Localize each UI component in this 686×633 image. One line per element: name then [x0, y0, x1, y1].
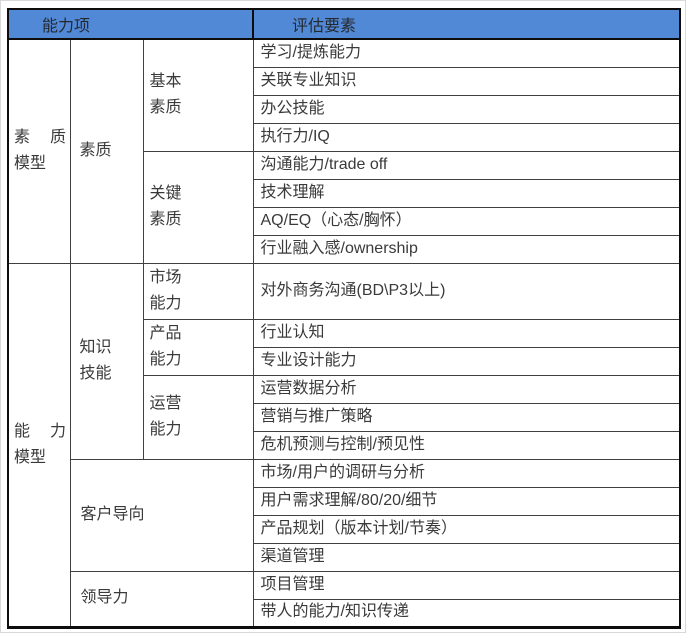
cell-line: 产品	[149, 325, 182, 342]
factor-cell: 执行力/IQ	[252, 122, 681, 152]
factor-cell: 关联专业知识	[252, 66, 681, 96]
factor-cell: 行业融入感/ownership	[252, 234, 681, 264]
factor-cell: 技术理解	[252, 178, 681, 208]
cell-basic-quality: 基本 素质	[142, 38, 254, 152]
cell-line: 运营	[149, 395, 182, 412]
cell-product-ability: 产品 能力	[142, 318, 254, 376]
table-row: 关键 素质 沟通能力/trade off	[8, 150, 681, 264]
factor-cell: 行业认知	[252, 318, 681, 348]
cell-line: 能力	[149, 421, 182, 438]
table-row: 关联专业知识	[8, 66, 681, 96]
competency-table: 能力项 评估要素 素质 模型 素质 基本 素质 学习/提炼能力 关联专业知识 办…	[7, 8, 681, 629]
cell-line: 关键	[149, 185, 182, 202]
cell-operation-ability: 运营 能力	[142, 374, 254, 460]
factor-cell: 办公技能	[252, 94, 681, 124]
factor-cell: 沟通能力/trade off	[252, 150, 681, 180]
cell-market-ability: 市场 能力	[142, 262, 254, 320]
factor-cell: 渠道管理	[252, 542, 681, 572]
cell-line: 基本	[149, 73, 182, 91]
factor-cell: 对外商务沟通(BD\P3以上)	[252, 262, 681, 320]
cell-knowledge-skill: 知识 技能	[69, 262, 144, 460]
factor-cell: 学习/提炼能力	[252, 38, 681, 68]
cell-line: 知识	[79, 339, 112, 356]
table-row: 素质 模型 素质 基本 素质 学习/提炼能力	[7, 38, 681, 264]
table-row: AQ/EQ（心态/胸怀）	[8, 206, 681, 236]
table-row: 产品规划（版本计划/节奏）	[8, 514, 681, 544]
cell-line: 模型	[14, 448, 47, 466]
cell-key-quality: 关键 素质	[142, 150, 254, 264]
cell-quality-model: 素质 模型	[7, 38, 71, 264]
header-row: 能力项 评估要素	[7, 8, 681, 40]
table-row: 办公技能	[8, 94, 681, 124]
factor-cell: 项目管理	[252, 570, 681, 600]
table-row: 客户导向 市场/用户的调研与分析	[8, 458, 681, 572]
factor-cell: 带人的能力/知识传递	[252, 598, 681, 628]
table-row: 领导力 项目管理	[8, 570, 681, 628]
cell-line: 技能	[79, 365, 112, 382]
cell-quality: 素质	[69, 38, 144, 264]
cell-line: 素质	[149, 211, 182, 228]
factor-cell: 用户需求理解/80/20/细节	[252, 486, 681, 516]
factor-cell: 危机预测与控制/预见性	[252, 430, 681, 460]
table-row: 能力 模型 知识 技能 市场 能力 对外商务沟通(BD\P3以上)	[7, 262, 681, 628]
cell-line: 素质	[14, 129, 66, 147]
factor-cell: 产品规划（版本计划/节奏）	[252, 514, 681, 544]
cell-line: 能力	[14, 422, 66, 440]
table-row: 渠道管理	[8, 542, 681, 572]
cell-leadership: 领导力	[69, 570, 254, 628]
factor-cell: 营销与推广策略	[252, 402, 681, 432]
factor-cell: 专业设计能力	[252, 346, 681, 376]
table-row: 行业融入感/ownership	[8, 234, 681, 264]
factor-cell: 市场/用户的调研与分析	[252, 458, 681, 488]
cell-customer-orientation: 客户导向	[69, 458, 254, 572]
table-row: 带人的能力/知识传递	[8, 598, 681, 628]
header-capability: 能力项	[7, 8, 254, 40]
cell-line: 模型	[14, 155, 47, 173]
cell-line: 素质	[149, 99, 182, 117]
table-row: 危机预测与控制/预见性	[8, 430, 681, 460]
table-row: 用户需求理解/80/20/细节	[8, 486, 681, 516]
cell-line: 市场	[149, 269, 182, 286]
cell-line: 能力	[149, 351, 182, 368]
factor-cell: 运营数据分析	[252, 374, 681, 404]
cell-line: 能力	[149, 295, 182, 312]
header-factors: 评估要素	[252, 8, 681, 40]
cell-ability-model: 能力 模型	[7, 262, 71, 628]
factor-cell: AQ/EQ（心态/胸怀）	[252, 206, 681, 236]
